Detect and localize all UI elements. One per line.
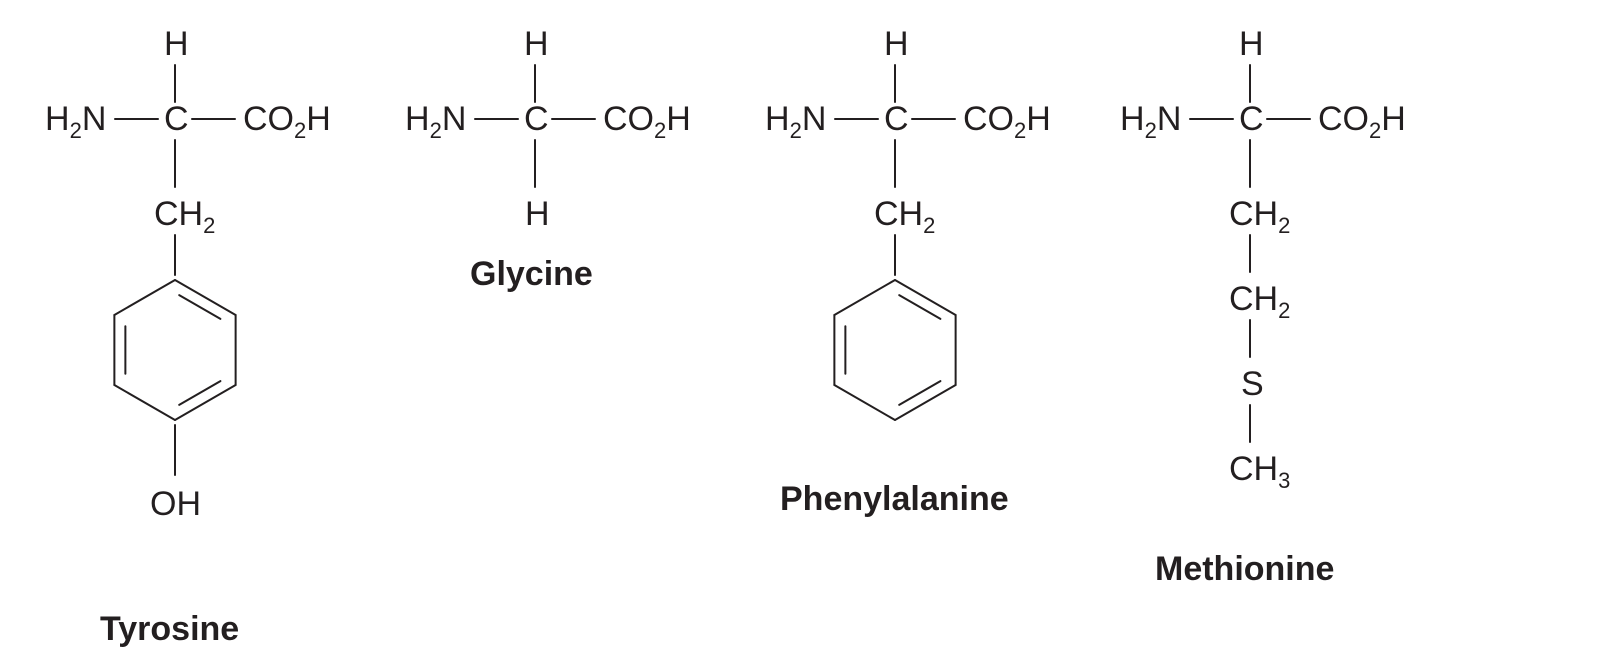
group-CO2H: CO2H [243,100,331,143]
svg-text:S: S [1241,365,1264,403]
svg-text:H: H [525,195,550,233]
benzene-ring [114,280,235,420]
amino-acid-backbone: HC H2N CO2H [765,25,1051,187]
svg-text:CH2: CH2 [1229,195,1290,238]
svg-text:CH2: CH2 [874,195,935,238]
atom-H: H [164,25,189,63]
svg-text:CH3: CH3 [1229,450,1290,493]
molecule-name: Methionine [1155,550,1334,588]
atom-H: H [884,25,909,63]
amino-acid-backbone: HC H2N CO2H [405,25,691,187]
atom-C: C [884,100,909,138]
atom-C: C [524,100,549,138]
svg-text:OH: OH [150,485,201,523]
amino-acid-diagram: HCH2NCO2HCH2OHTyrosineHCH2NCO2HHGlycineH… [0,0,1598,661]
molecule-glycine: HCH2NCO2HHGlycine [405,25,691,293]
svg-text:CH2: CH2 [1229,280,1290,323]
svg-text:CH2: CH2 [154,195,215,238]
group-H2N: H2N [45,100,106,143]
group-CO2H: CO2H [963,100,1051,143]
amino-acid-backbone: HC H2N CO2H [45,25,331,187]
molecule-phenylalanine: HC H2N CO2H CH2 Phenylalanine [765,25,1051,518]
group-CO2H: CO2H [603,100,691,143]
benzene-ring [834,280,955,420]
molecule-tyrosine: HC H2N CO2H CH2 OH Tyrosine [45,25,331,648]
atom-C: C [1239,100,1264,138]
molecule-methionine: HC H2N CO2H CH2 CH2 S CH3 Methionine [1120,25,1406,588]
atom-H: H [524,25,549,63]
group-H2N: H2N [405,100,466,143]
atom-C: C [164,100,189,138]
molecule-name: Tyrosine [100,610,239,648]
atom-H: H [1239,25,1264,63]
molecule-name: Phenylalanine [780,480,1009,518]
group-CO2H: CO2H [1318,100,1406,143]
group-H2N: H2N [765,100,826,143]
molecule-name: Glycine [470,255,593,293]
group-H2N: H2N [1120,100,1181,143]
amino-acid-backbone: HC H2N CO2H [1120,25,1406,187]
